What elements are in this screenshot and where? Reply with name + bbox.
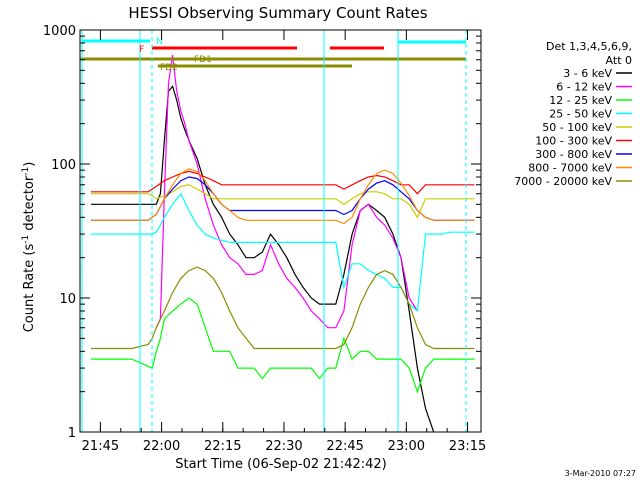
- flag-label: FD1: [194, 55, 212, 65]
- chart-title: HESSI Observing Summary Count Rates: [128, 4, 427, 22]
- legend-label: 6 - 12 keV: [556, 81, 612, 94]
- legend-label: 7000 - 20000 keV: [514, 175, 612, 188]
- legend-label: 100 - 300 keV: [535, 135, 612, 148]
- x-tick-label: 23:15: [449, 439, 486, 454]
- series-line: [91, 192, 475, 313]
- observing-flags: N F FD1 FD2: [80, 30, 467, 432]
- series-line: [155, 55, 418, 329]
- x-tick-label: 23:00: [388, 439, 425, 454]
- legend-label: 3 - 6 keV: [563, 67, 612, 80]
- flag-label: F: [139, 45, 144, 55]
- y-axis-ticks: 1 10 100 1000: [43, 24, 481, 441]
- x-tick-label: 22:45: [326, 439, 363, 454]
- legend-label: 25 - 50 keV: [549, 108, 612, 121]
- plot-area: [91, 55, 475, 433]
- x-axis-label: Start Time (06-Sep-02 21:42:42): [175, 457, 386, 472]
- series-line: [91, 266, 475, 350]
- flag-label: N: [156, 37, 163, 47]
- y-tick-label: 100: [51, 158, 76, 173]
- timestamp-footer: 3-Mar-2010 07:27: [565, 469, 636, 478]
- series-line: [91, 297, 475, 394]
- y-tick-label: 10: [59, 292, 76, 307]
- x-tick-label: 22:30: [265, 439, 302, 454]
- series-line: [91, 170, 475, 195]
- y-tick-label: 1: [68, 426, 76, 441]
- legend-label: 50 - 100 keV: [542, 121, 612, 134]
- x-tick-label: 21:45: [82, 439, 119, 454]
- series-line: [91, 85, 435, 433]
- x-tick-label: 22:00: [143, 439, 180, 454]
- x-axis-ticks: 21:45 22:00 22:15 22:30 22:45 23:00 23:15: [79, 30, 486, 454]
- legend-label: 300 - 800 keV: [535, 148, 612, 161]
- legend-header: Det 1,3,4,5,6,9,: [546, 40, 632, 53]
- series-line: [91, 184, 475, 219]
- legend-header: Att 0: [606, 54, 632, 67]
- y-tick-label: 1000: [43, 24, 76, 39]
- plot-frame: [79, 29, 482, 433]
- flag-label: FD2: [160, 63, 178, 73]
- y-axis-label: Count Rate (s-1 detector-1): [21, 162, 37, 333]
- axes: [79, 29, 482, 433]
- legend-label: 800 - 7000 keV: [528, 162, 612, 175]
- legend-label: 12 - 25 keV: [549, 94, 612, 107]
- x-tick-label: 22:15: [204, 439, 241, 454]
- series-line: [91, 168, 475, 225]
